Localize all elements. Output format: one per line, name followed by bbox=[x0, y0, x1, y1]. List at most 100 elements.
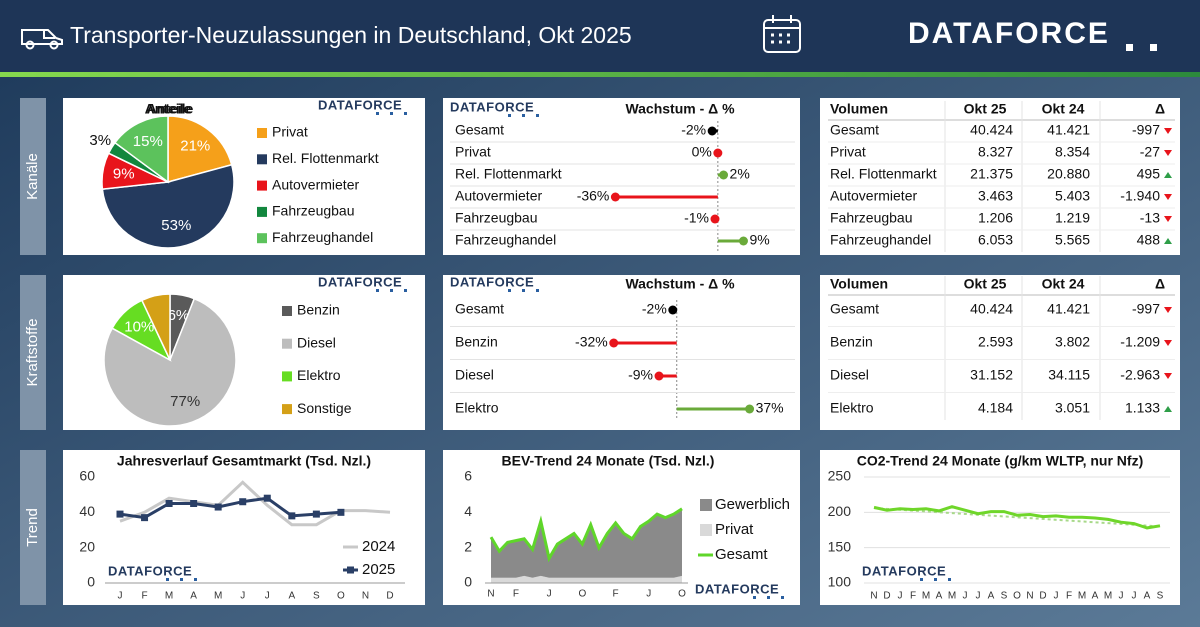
series-line bbox=[119, 496, 342, 520]
legend-label: Sonstige bbox=[297, 400, 352, 416]
row-label-box bbox=[20, 275, 46, 430]
data-label: 53% bbox=[161, 217, 191, 234]
row-label: Gesamt bbox=[830, 301, 879, 317]
pie-slice bbox=[103, 297, 237, 427]
data-label: 0% bbox=[692, 144, 712, 160]
x-tick-label: D bbox=[883, 591, 890, 602]
table-header: Δ bbox=[1155, 101, 1165, 117]
legend-swatch bbox=[700, 499, 712, 511]
watermark-dot bbox=[508, 114, 511, 117]
legend-label: Fahrzeughandel bbox=[272, 229, 373, 245]
chart-title: Wachstum - Δ % bbox=[625, 101, 735, 117]
cell: 3.051 bbox=[1055, 400, 1090, 416]
point-marker bbox=[288, 512, 296, 520]
trend-arrow bbox=[1164, 150, 1172, 156]
watermark-dot bbox=[390, 289, 393, 292]
watermark-dot bbox=[536, 114, 539, 117]
watermark-dot bbox=[376, 112, 379, 115]
table-header: Okt 24 bbox=[1042, 276, 1085, 292]
data-label: 21% bbox=[180, 137, 210, 154]
cell: -2.963 bbox=[1120, 367, 1160, 383]
cell: 41.421 bbox=[1047, 122, 1090, 138]
legend-swatch bbox=[257, 206, 267, 217]
x-tick-label: J bbox=[118, 591, 123, 602]
chart-title: Wachstum - Δ % bbox=[625, 276, 735, 292]
point-marker bbox=[116, 510, 124, 518]
data-label: 2% bbox=[730, 166, 750, 182]
x-tick-label: D bbox=[386, 591, 393, 602]
cell: 34.115 bbox=[1048, 367, 1090, 383]
x-tick-label: M bbox=[948, 591, 956, 602]
row-label: Autovermieter bbox=[830, 188, 917, 204]
x-tick-label: J bbox=[646, 589, 651, 600]
y-tick-label: 0 bbox=[87, 574, 95, 590]
point-marker bbox=[312, 510, 320, 518]
series-line bbox=[873, 505, 1161, 530]
x-tick-label: O bbox=[1013, 591, 1021, 602]
chart-title: Anteile bbox=[147, 101, 194, 117]
cell: 20.880 bbox=[1047, 166, 1090, 182]
lollipop-dot bbox=[719, 170, 729, 180]
legend-label: Fahrzeugbau bbox=[272, 203, 355, 219]
cell: 1.219 bbox=[1055, 210, 1090, 226]
data-label: -32% bbox=[575, 334, 608, 350]
point-marker bbox=[263, 494, 271, 502]
row-label: Diesel bbox=[830, 367, 869, 383]
data-label: -2% bbox=[681, 122, 706, 138]
row-label: Elektro bbox=[830, 400, 874, 416]
row-label-box bbox=[20, 450, 46, 605]
lollipop-dot bbox=[745, 404, 755, 414]
y-tick-label: 200 bbox=[828, 503, 852, 519]
cell: 8.327 bbox=[978, 144, 1013, 160]
x-tick-label: M bbox=[1078, 591, 1086, 602]
x-tick-label: A bbox=[190, 591, 197, 602]
x-tick-label: J bbox=[240, 591, 245, 602]
watermark-dot bbox=[522, 114, 525, 117]
pie-slice bbox=[140, 293, 171, 361]
cell: 4.184 bbox=[978, 400, 1013, 416]
x-tick-label: A bbox=[1092, 591, 1099, 602]
trend-arrow bbox=[1164, 307, 1172, 313]
logo-dot bbox=[1150, 44, 1157, 51]
lollipop-dot bbox=[738, 236, 748, 246]
watermark: DATAFORCE bbox=[318, 274, 402, 289]
lollipop-dot bbox=[610, 192, 620, 202]
x-tick-label: N bbox=[487, 589, 494, 600]
legend-label: Gewerblich bbox=[715, 496, 790, 513]
panel bbox=[443, 275, 800, 430]
watermark-dot bbox=[508, 289, 511, 292]
header-bar bbox=[0, 0, 1200, 72]
legend-swatch bbox=[700, 524, 712, 536]
watermark-dot bbox=[934, 578, 937, 581]
data-label: 77% bbox=[170, 393, 200, 410]
legend-label: Gesamt bbox=[715, 546, 768, 563]
area-gewerblich bbox=[491, 508, 682, 578]
legend-label: Rel. Flottenmarkt bbox=[272, 150, 379, 166]
legend-label: Privat bbox=[272, 124, 308, 140]
watermark-dot bbox=[194, 578, 197, 581]
lollipop-dot bbox=[654, 371, 664, 381]
cell: -997 bbox=[1132, 122, 1160, 138]
data-label: -36% bbox=[577, 188, 610, 204]
y-tick-label: 60 bbox=[79, 468, 95, 484]
y-tick-label: 0 bbox=[464, 574, 472, 590]
table-header: Okt 25 bbox=[964, 276, 1007, 292]
data-label: 9% bbox=[113, 165, 135, 182]
x-tick-label: F bbox=[910, 591, 916, 602]
data-label: 9% bbox=[749, 232, 769, 248]
row-label-box bbox=[20, 98, 46, 255]
legend-swatch bbox=[282, 306, 292, 316]
cell: 5.403 bbox=[1055, 188, 1090, 204]
legend-swatch bbox=[257, 128, 267, 138]
x-tick-label: M bbox=[165, 591, 173, 602]
header-title: Transporter-Neuzulassungen in Deutschlan… bbox=[70, 22, 632, 48]
data-label: -1% bbox=[684, 210, 709, 226]
y-tick-label: 100 bbox=[828, 574, 852, 590]
chart-title: BEV-Trend 24 Monate (Tsd. Nzl.) bbox=[502, 453, 715, 469]
cell: 1.133 bbox=[1125, 400, 1160, 416]
panel bbox=[820, 450, 1180, 605]
category-label: Rel. Flottenmarkt bbox=[455, 166, 562, 182]
lollipop-dot bbox=[713, 148, 723, 158]
lollipop-dot bbox=[707, 126, 717, 136]
data-label: 15% bbox=[133, 133, 163, 150]
